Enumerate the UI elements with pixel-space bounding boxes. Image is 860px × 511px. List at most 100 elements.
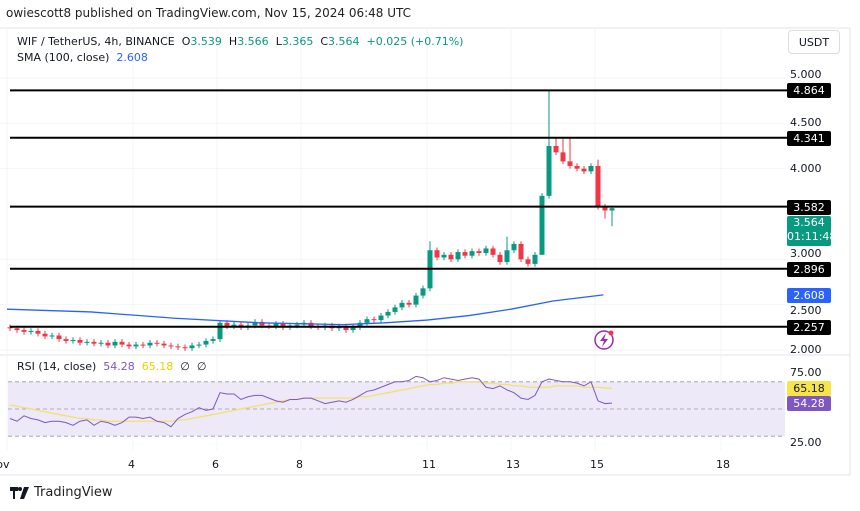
candle-body — [189, 345, 195, 349]
candle-body — [196, 344, 202, 346]
candle-body — [504, 250, 510, 263]
candle-body — [77, 340, 83, 343]
price-axis-label: 3.000 — [790, 247, 822, 260]
date-axis-label: 8 — [296, 458, 303, 471]
candle-body — [462, 252, 468, 256]
candle-body — [168, 345, 174, 347]
currency-button[interactable]: USDT — [788, 30, 840, 54]
candle-body — [224, 322, 230, 327]
candle-body — [476, 251, 482, 253]
candle-body — [350, 327, 356, 331]
tradingview-logo-icon — [10, 486, 29, 499]
candle-body — [532, 254, 538, 264]
candle-body — [413, 295, 419, 305]
candle-body — [567, 161, 573, 166]
published-caption: owiescott8 published on TradingView.com,… — [6, 6, 412, 20]
candle-body — [525, 259, 531, 264]
candle-body — [280, 323, 286, 328]
lightning-bolt — [600, 333, 608, 347]
candle-body — [133, 344, 139, 347]
candle-body — [483, 248, 489, 253]
candle-body — [49, 335, 55, 337]
candle-body — [294, 324, 300, 326]
candle-body — [595, 165, 601, 207]
candle-body — [161, 343, 167, 346]
candle-body — [497, 254, 503, 263]
candle-body — [63, 339, 69, 341]
symbol-title[interactable]: WIF / TetherUS, 4h, BINANCE — [17, 35, 175, 48]
candle-body — [119, 341, 125, 345]
candle-body — [112, 341, 118, 346]
rsi-ma-value: 65.18 — [141, 360, 174, 373]
rsi-value: 54.28 — [103, 360, 135, 373]
date-axis-label: Nov — [0, 458, 10, 471]
candle-body — [175, 346, 181, 348]
sma-label[interactable]: SMA (100, close) — [17, 51, 110, 64]
symbol-legend: WIF / TetherUS, 4h, BINANCE O3.539 H3.56… — [17, 35, 464, 64]
high-value: 3.566 — [237, 35, 269, 48]
candle-body — [42, 333, 48, 337]
candle-body — [574, 165, 580, 169]
candle-body — [231, 324, 237, 327]
notification-dot — [608, 330, 614, 336]
candle-body — [518, 243, 524, 260]
candle-body — [147, 342, 153, 346]
candle-body — [581, 168, 587, 172]
candle-body — [490, 248, 496, 255]
price-axis-label: 2.000 — [790, 343, 822, 356]
tradingview-logo[interactable]: TradingView — [10, 485, 113, 500]
level-price-tag: 2.257 — [787, 320, 831, 335]
candle-body — [21, 330, 27, 332]
sma-value: 2.608 — [116, 51, 148, 64]
date-axis-label: 18 — [716, 458, 730, 471]
candle-body — [448, 254, 454, 260]
date-axis-label: 11 — [422, 458, 436, 471]
level-price-tag: 3.582 — [787, 200, 831, 215]
candle-body — [553, 146, 559, 153]
price-axis-label: 5.000 — [790, 68, 822, 81]
candle-body — [602, 206, 608, 211]
level-price-tag: 2.896 — [787, 262, 831, 277]
date-axis-label: 4 — [128, 458, 135, 471]
candle-body — [560, 152, 566, 162]
candle-body — [35, 330, 41, 334]
last-price-tag: 3.564 01:11:48 — [787, 216, 836, 246]
price-axis-label: 4.000 — [790, 162, 822, 175]
candle-body — [420, 288, 426, 296]
candle-body — [609, 208, 615, 211]
candle-body — [105, 342, 111, 346]
rsi-line — [9, 375, 613, 428]
candle-body — [154, 342, 160, 344]
date-axis-label: 15 — [590, 458, 604, 471]
candle-body — [392, 307, 398, 312]
lightning-icon[interactable] — [594, 330, 614, 350]
price-axis-label: 2.500 — [790, 304, 822, 317]
change-value: +0.025 (+0.71%) — [366, 35, 464, 48]
price-axis-label: 4.500 — [790, 116, 822, 129]
rsi-axis-label: 75.00 — [790, 366, 822, 379]
candle-body — [441, 254, 447, 258]
candle-body — [273, 323, 279, 327]
candle-body — [28, 330, 34, 332]
date-axis-label: 13 — [506, 458, 520, 471]
candle-body — [217, 322, 223, 340]
candle-body — [7, 327, 13, 329]
candle-body — [434, 250, 440, 258]
candle-body — [252, 321, 258, 326]
candle-body — [308, 322, 314, 327]
rsi-label[interactable]: RSI (14, close) — [17, 360, 97, 373]
candle-body — [84, 341, 90, 343]
candle-body — [126, 344, 132, 347]
candle-body — [406, 302, 412, 305]
candle-body — [357, 322, 363, 328]
rsi-legend: RSI (14, close) 54.28 65.18 ∅ ∅ — [17, 360, 207, 373]
candle-body — [259, 321, 265, 326]
level-price-tag: 4.341 — [787, 131, 831, 146]
rsi-ma-tag: 65.18 — [787, 381, 831, 396]
candle-body — [371, 319, 377, 321]
level-price-tag: 4.864 — [787, 83, 831, 98]
candle-body — [91, 341, 97, 344]
candle-body — [455, 252, 461, 260]
candle-body — [539, 195, 545, 255]
